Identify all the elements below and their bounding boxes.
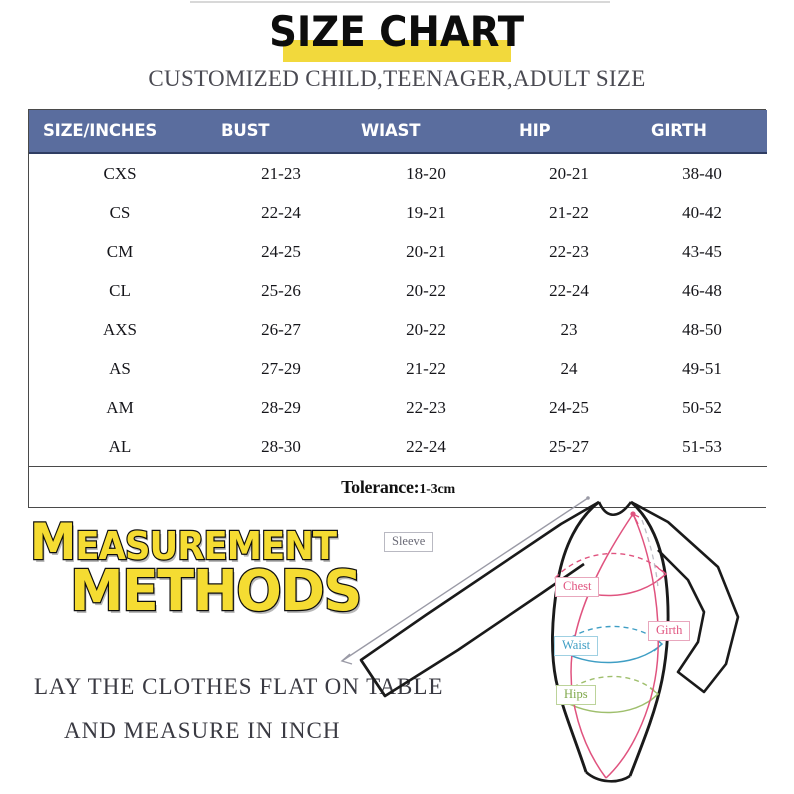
left-cuff-line xyxy=(359,659,387,697)
cell-hip: 22-24 xyxy=(501,271,637,310)
page-title: SIZE CHART xyxy=(269,7,525,56)
cell-girth: 51-53 xyxy=(637,427,767,467)
size-table-body: CXS 21-23 18-20 20-21 38-40 CS 22-24 19-… xyxy=(29,153,767,507)
title-block: SIZE CHART CUSTOMIZED CHILD,TEENAGER,ADU… xyxy=(0,0,794,106)
table-row: AM 28-29 22-23 24-25 50-52 xyxy=(29,388,767,427)
column-header-waist: WIAST xyxy=(351,110,501,154)
methods-caption-line-2: AND MEASURE IN INCH xyxy=(64,718,341,743)
cell-waist: 22-24 xyxy=(351,427,501,467)
cell-bust: 27-29 xyxy=(211,349,351,388)
table-row: CXS 21-23 18-20 20-21 38-40 xyxy=(29,153,767,193)
table-row: CS 22-24 19-21 21-22 40-42 xyxy=(29,193,767,232)
diagram-label-girth: Girth xyxy=(648,621,691,641)
cell-waist: 20-22 xyxy=(351,271,501,310)
methods-heading-initial: M xyxy=(29,513,78,571)
page-subtitle: CUSTOMIZED CHILD,TEENAGER,ADULT SIZE xyxy=(148,66,646,91)
tolerance-cell: Tolerance:1-3cm xyxy=(29,466,767,507)
cell-bust: 28-30 xyxy=(211,427,351,467)
leotard-illustration-svg xyxy=(340,496,740,783)
cell-size: CXS xyxy=(29,153,211,193)
cell-size: AL xyxy=(29,427,211,467)
column-header-size: SIZE/INCHES xyxy=(29,110,211,154)
methods-heading-line-1: MEASUREMENT xyxy=(29,516,338,569)
cell-hip: 24-25 xyxy=(501,388,637,427)
table-row: CM 24-25 20-21 22-23 43-45 xyxy=(29,232,767,271)
diagram-label-hips: Hips xyxy=(556,685,596,705)
cell-hip: 21-22 xyxy=(501,193,637,232)
sleeve-measure-line xyxy=(341,497,589,662)
tolerance-row: Tolerance:1-3cm xyxy=(29,466,767,507)
cell-girth: 43-45 xyxy=(637,232,767,271)
cell-girth: 50-52 xyxy=(637,388,767,427)
chest-arrow-head xyxy=(657,567,668,581)
cell-girth: 38-40 xyxy=(637,153,767,193)
neckline xyxy=(597,501,633,517)
diagram-label-waist: Waist xyxy=(554,636,599,656)
cell-hip: 20-21 xyxy=(501,153,637,193)
measurement-methods-heading: MEASUREMENT METHODS xyxy=(29,516,364,624)
cell-waist: 22-23 xyxy=(351,388,501,427)
cell-waist: 19-21 xyxy=(351,193,501,232)
table-row: AL 28-30 22-24 25-27 51-53 xyxy=(29,427,767,467)
cell-hip: 25-27 xyxy=(501,427,637,467)
cell-girth: 46-48 xyxy=(637,271,767,310)
cell-bust: 25-26 xyxy=(211,271,351,310)
cell-hip: 22-23 xyxy=(501,232,637,271)
cell-size: CS xyxy=(29,193,211,232)
cell-bust: 22-24 xyxy=(211,193,351,232)
diagram-label-sleeve: Sleeve xyxy=(384,532,434,552)
cell-girth: 49-51 xyxy=(637,349,767,388)
right-sleeve-outline xyxy=(630,500,740,694)
cell-size: CL xyxy=(29,271,211,310)
cell-bust: 28-29 xyxy=(211,388,351,427)
girth-guide-dashed xyxy=(641,519,659,589)
diagram-label-chest: Chest xyxy=(555,577,600,597)
cell-bust: 24-25 xyxy=(211,232,351,271)
leg-opening xyxy=(585,770,631,783)
girth-measure-right-pass xyxy=(605,513,660,779)
bodice-left-edge xyxy=(550,500,600,773)
tolerance-value: 1-3cm xyxy=(419,481,455,497)
page-title-wrapper: SIZE CHART xyxy=(0,7,794,62)
column-header-hip: HIP xyxy=(501,110,637,154)
column-header-girth: GIRTH xyxy=(637,110,767,154)
cell-waist: 21-22 xyxy=(351,349,501,388)
garment-measurement-diagram: Sleeve Chest Waist Hips Girth xyxy=(306,484,794,784)
title-highlight-bar xyxy=(283,40,511,62)
tolerance-label: Tolerance: xyxy=(341,476,420,497)
cell-waist: 18-20 xyxy=(351,153,501,193)
cell-bust: 21-23 xyxy=(211,153,351,193)
table-header-row: SIZE/INCHES BUST WIAST HIP GIRTH xyxy=(29,110,767,154)
table-row: AXS 26-27 20-22 23 48-50 xyxy=(29,310,767,349)
methods-heading-rest: EASUREMENT xyxy=(74,524,338,568)
methods-heading-line-2: METHODS xyxy=(69,559,364,624)
table-row: CL 25-26 20-22 22-24 46-48 xyxy=(29,271,767,310)
column-header-bust: BUST xyxy=(211,110,351,154)
sleeve-arrow-head-left xyxy=(340,653,353,665)
cell-size: AM xyxy=(29,388,211,427)
size-chart-table: SIZE/INCHES BUST WIAST HIP GIRTH CXS 21-… xyxy=(28,109,767,508)
title-divider-rule xyxy=(190,1,610,3)
cell-size: AXS xyxy=(29,310,211,349)
cell-size: CM xyxy=(29,232,211,271)
sleeve-arrow-head-right xyxy=(586,496,590,500)
cell-girth: 40-42 xyxy=(637,193,767,232)
cell-girth: 48-50 xyxy=(637,310,767,349)
cell-waist: 20-22 xyxy=(351,310,501,349)
cell-bust: 26-27 xyxy=(211,310,351,349)
cell-hip: 23 xyxy=(501,310,637,349)
cell-waist: 20-21 xyxy=(351,232,501,271)
cell-size: AS xyxy=(29,349,211,388)
table-row: AS 27-29 21-22 24 49-51 xyxy=(29,349,767,388)
girth-arrow-head xyxy=(631,512,640,525)
cell-hip: 24 xyxy=(501,349,637,388)
